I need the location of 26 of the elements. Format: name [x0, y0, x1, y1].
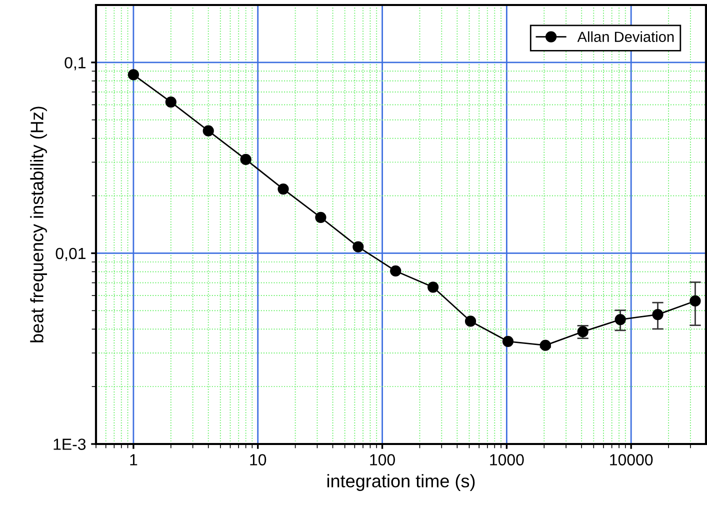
- y-tick-label: 0,1: [64, 57, 86, 70]
- point: [165, 96, 176, 108]
- point: [428, 282, 439, 293]
- point: [690, 295, 701, 307]
- point: [128, 69, 140, 80]
- point: [652, 308, 664, 320]
- point: [352, 241, 364, 252]
- point: [464, 316, 476, 327]
- x-tick-label: 10: [250, 454, 266, 466]
- point: [540, 340, 551, 351]
- point: [614, 314, 626, 326]
- point: [278, 183, 289, 195]
- point: [315, 212, 326, 223]
- x-tick-label: 1000: [490, 454, 524, 466]
- x-tick-label: 100: [370, 454, 395, 466]
- y-tick-label: 1E-3: [54, 438, 86, 450]
- x-tick-label: 10000: [610, 454, 653, 466]
- point: [202, 125, 214, 136]
- point: [240, 154, 252, 166]
- point: [390, 265, 402, 277]
- y-axis-title: beat frequency instability (Hz): [30, 106, 47, 342]
- x-tick-label: 1: [130, 454, 138, 466]
- legend-label: Allan Deviation: [577, 31, 674, 42]
- y-tick-label: 0,01: [56, 248, 86, 262]
- x-axis-title: integration time (s): [327, 474, 475, 491]
- point: [502, 336, 514, 347]
